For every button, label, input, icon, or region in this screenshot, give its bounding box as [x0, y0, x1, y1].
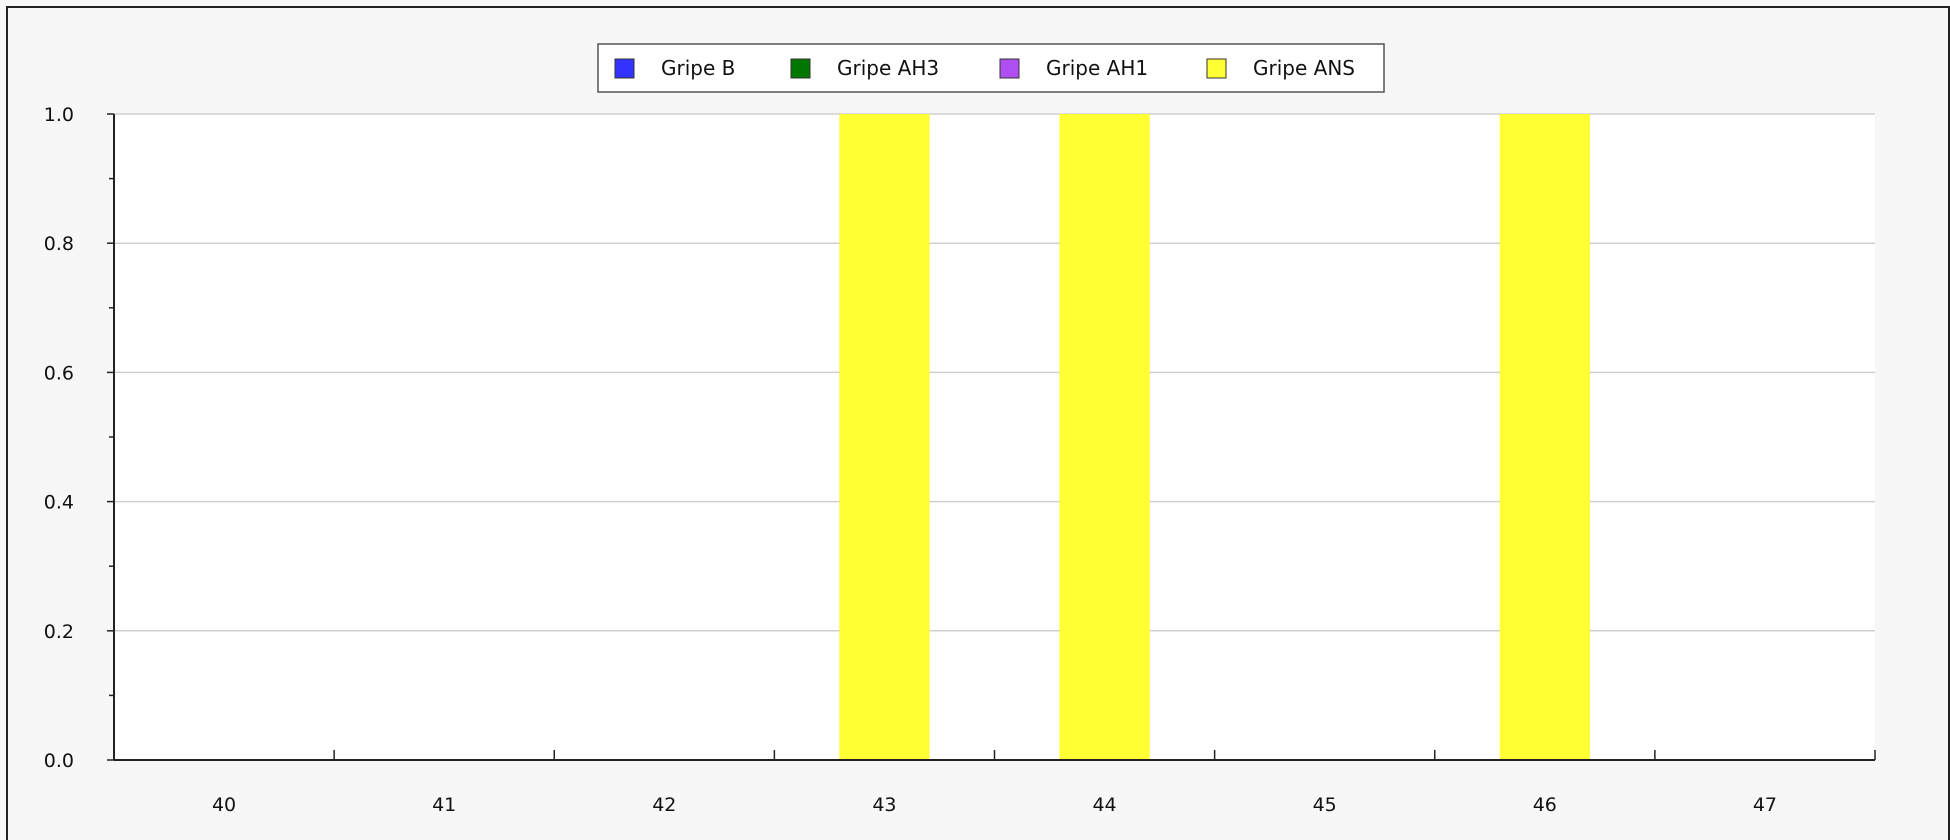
plot-area — [114, 114, 1875, 760]
legend-swatch — [999, 58, 1020, 79]
x-tick-label: 46 — [1533, 794, 1557, 816]
bar — [1499, 114, 1590, 760]
y-tick-label: 0.4 — [44, 492, 74, 514]
x-tick-label: 45 — [1313, 794, 1337, 816]
legend: Gripe B Gripe AH3 Gripe AH1 Gripe ANS — [597, 43, 1385, 93]
y-tick-label: 0.2 — [44, 621, 74, 643]
y-tick-label: 0.0 — [44, 750, 74, 772]
legend-label: Gripe ANS — [1253, 56, 1355, 80]
bar — [839, 114, 930, 760]
legend-swatch — [790, 58, 811, 79]
x-tick-label: 43 — [872, 794, 896, 816]
x-tick-labels: 40 41 42 43 44 45 46 47 — [212, 794, 1777, 816]
x-tick-label: 44 — [1092, 794, 1116, 816]
chart-frame: 0.0 0.2 0.4 0.6 0.8 1.0 40 41 42 43 44 45 46 47 Grip… — [6, 6, 1950, 840]
y-tick-label: 0.6 — [44, 362, 74, 384]
legend-swatch — [1206, 58, 1227, 79]
legend-label: Gripe AH3 — [837, 56, 939, 80]
legend-swatch — [614, 58, 635, 79]
bar — [1059, 114, 1150, 760]
bar-chart: 0.0 0.2 0.4 0.6 0.8 1.0 40 41 42 43 44 45 46 47 Grip… — [44, 43, 1876, 816]
axes — [107, 113, 1876, 761]
legend-box — [597, 43, 1385, 93]
y-tick-label: 0.8 — [44, 233, 74, 255]
y-tick-labels: 0.0 0.2 0.4 0.6 0.8 1.0 — [44, 104, 74, 772]
legend-label: Gripe AH1 — [1046, 56, 1148, 80]
y-tick-label: 1.0 — [44, 104, 74, 126]
legend-label: Gripe B — [661, 56, 735, 80]
x-tick-label: 47 — [1753, 794, 1777, 816]
x-tick-label: 40 — [212, 794, 236, 816]
x-tick-label: 42 — [652, 794, 676, 816]
x-tick-label: 41 — [432, 794, 456, 816]
bars — [839, 114, 1590, 760]
